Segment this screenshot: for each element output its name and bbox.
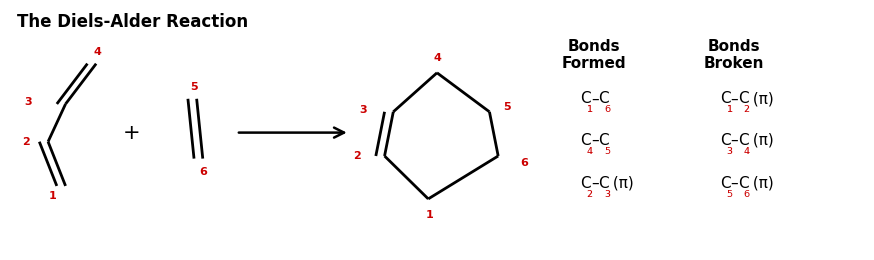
Text: –: – xyxy=(591,133,599,148)
Text: (π): (π) xyxy=(748,91,773,106)
Text: C: C xyxy=(738,133,748,148)
Text: ₃: ₃ xyxy=(604,185,610,200)
Text: 4: 4 xyxy=(94,47,102,57)
Text: C: C xyxy=(580,176,591,191)
Text: 1: 1 xyxy=(49,191,56,201)
Text: C: C xyxy=(580,133,591,148)
Text: The Diels-Alder Reaction: The Diels-Alder Reaction xyxy=(17,13,248,31)
Text: 2: 2 xyxy=(23,137,30,147)
Text: 4: 4 xyxy=(433,53,441,63)
Text: ₄: ₄ xyxy=(744,142,750,157)
Text: 5: 5 xyxy=(503,102,510,112)
Text: 2: 2 xyxy=(353,151,360,161)
Text: (π): (π) xyxy=(748,133,773,148)
Text: ₁: ₁ xyxy=(586,100,593,115)
Text: ₂: ₂ xyxy=(744,100,750,115)
Text: ₁: ₁ xyxy=(726,100,732,115)
Text: C: C xyxy=(580,91,591,106)
Text: C: C xyxy=(598,176,608,191)
Text: ₃: ₃ xyxy=(726,142,732,157)
Text: ₄: ₄ xyxy=(586,142,593,157)
Text: ₆: ₆ xyxy=(604,100,610,115)
Text: ₂: ₂ xyxy=(586,185,593,200)
Text: Bonds
Broken: Bonds Broken xyxy=(704,39,765,72)
Text: –: – xyxy=(591,176,599,191)
Text: ₅: ₅ xyxy=(604,142,610,157)
Text: 6: 6 xyxy=(520,158,529,167)
Text: +: + xyxy=(122,123,140,142)
Text: 6: 6 xyxy=(198,167,207,177)
Text: 3: 3 xyxy=(359,105,366,115)
Text: ₆: ₆ xyxy=(744,185,750,200)
Text: –: – xyxy=(731,133,739,148)
Text: C: C xyxy=(720,133,731,148)
Text: (π): (π) xyxy=(748,176,773,191)
Text: C: C xyxy=(598,91,608,106)
Text: –: – xyxy=(731,176,739,191)
Text: 1: 1 xyxy=(427,210,434,219)
Text: Bonds
Formed: Bonds Formed xyxy=(562,39,627,72)
Text: ₅: ₅ xyxy=(726,185,732,200)
Text: 3: 3 xyxy=(24,97,31,107)
Text: (π): (π) xyxy=(608,176,634,191)
Text: C: C xyxy=(720,176,731,191)
Text: 5: 5 xyxy=(191,82,198,92)
Text: –: – xyxy=(731,91,739,106)
Text: C: C xyxy=(598,133,608,148)
Text: C: C xyxy=(738,176,748,191)
Text: C: C xyxy=(738,91,748,106)
Text: –: – xyxy=(591,91,599,106)
Text: C: C xyxy=(720,91,731,106)
